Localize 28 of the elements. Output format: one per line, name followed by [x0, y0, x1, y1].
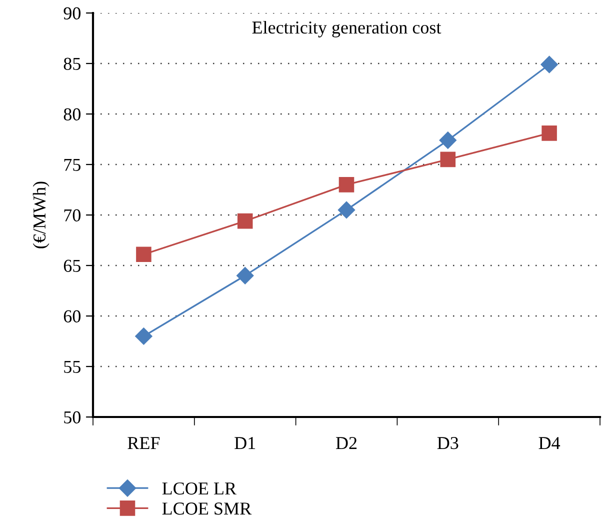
y-tick-label: 65: [64, 260, 80, 272]
point: [136, 246, 152, 262]
x-tick-label: D1: [234, 437, 256, 450]
point: [440, 152, 456, 168]
y-tick-label: 90: [64, 7, 81, 20]
point: [338, 201, 356, 218]
x-tick-label: D4: [538, 437, 560, 450]
y-tick-label: 60: [64, 310, 81, 322]
chart-title: Electricity generation cost: [252, 20, 442, 38]
y-tick-label: 75: [64, 158, 80, 171]
x-tick-label: D3: [437, 437, 458, 450]
point: [338, 177, 354, 192]
point: [542, 126, 557, 141]
legend-label: LCOE LR: [162, 482, 237, 495]
point: [236, 267, 254, 284]
point: [237, 213, 253, 229]
y-tick-label: 55: [64, 360, 80, 373]
legend-label: LCOE SMR: [162, 502, 252, 515]
y-tick-label: 70: [64, 209, 81, 222]
point: [540, 56, 558, 74]
y-axis-title: (€/MWh): [32, 182, 50, 248]
point: [439, 132, 456, 149]
y-tick-label: 50: [64, 411, 81, 424]
point: [135, 328, 152, 345]
y-tick-label: 85: [64, 58, 80, 70]
y-tick-label: 80: [64, 108, 81, 120]
x-tick-label: D2: [336, 437, 357, 450]
x-tick-label: REF: [128, 437, 160, 449]
